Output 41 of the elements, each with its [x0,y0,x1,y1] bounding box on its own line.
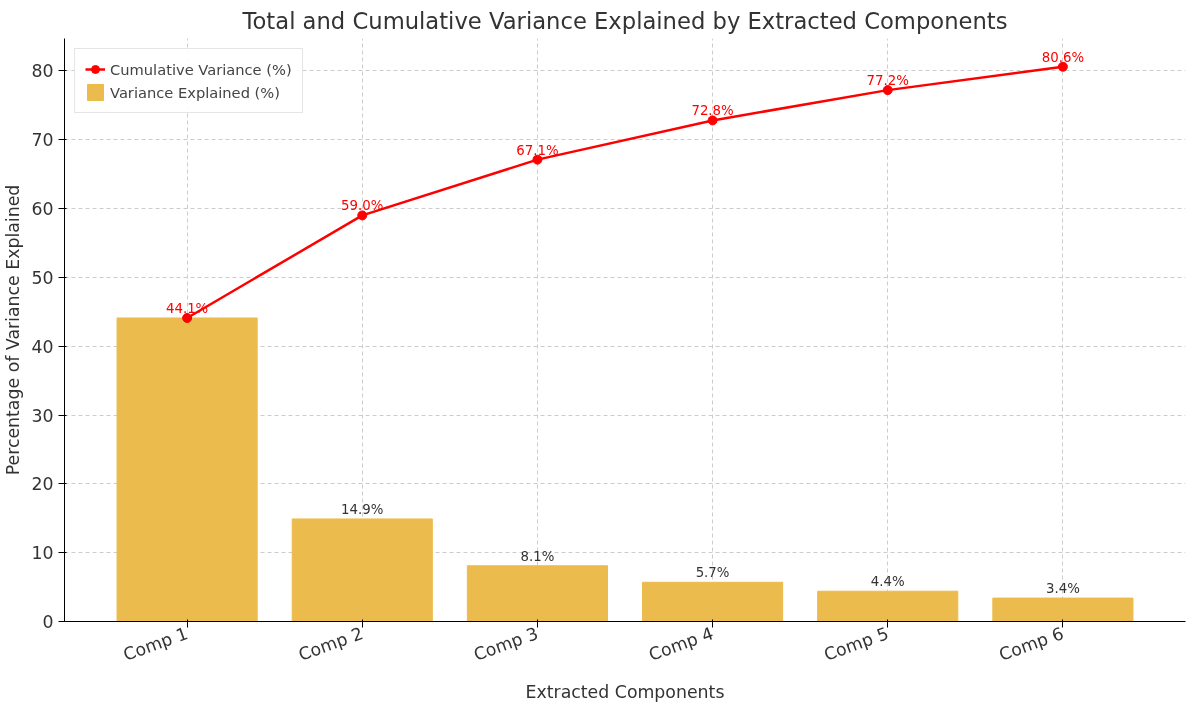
y-tick-label: 70 [31,130,54,151]
data-label: 77.2% [866,73,909,89]
x-tick-label: Comp 1 [120,623,191,665]
chart-title: Total and Cumulative Variance Explained by Extracted Components [241,7,1008,34]
data-label: 67.1% [516,142,559,158]
point [357,210,368,221]
x-tick-label: Comp 2 [295,623,366,665]
bar [992,597,1134,622]
bar [642,581,784,622]
bar [466,565,608,622]
bar [291,518,433,622]
y-tick-label: 60 [31,199,54,220]
data-label: 8.1% [520,548,555,564]
y-tick-label: 30 [31,405,54,426]
x-tick-label: Comp 5 [821,623,892,665]
data-label: 3.4% [1045,581,1080,597]
x-tick-label: Comp 3 [470,623,541,665]
y-axis-title: Percentage of Variance Explained [3,184,24,476]
data-label: 4.4% [870,574,905,590]
bar [116,317,258,622]
legend-label: Variance Explained (%) [110,83,280,101]
bar [817,590,959,622]
y-tick-label: 80 [31,61,54,82]
y-tick-label: 20 [31,474,54,495]
data-label: 72.8% [691,103,734,119]
data-label: 14.9% [341,501,384,517]
point [882,85,893,96]
legend-label: Cumulative Variance (%) [110,60,292,78]
x-tick-label: Comp 6 [996,623,1067,665]
x-tick-label: Comp 4 [646,623,717,665]
data-label: 80.6% [1041,49,1085,65]
point [1057,61,1068,72]
y-tick-label: 40 [31,336,54,357]
x-axis-title: Extracted Components [525,682,725,703]
y-tick-label: 10 [31,543,54,564]
point [707,115,718,126]
y-tick-label: 0 [42,612,54,632]
y-tick-label: 50 [31,267,54,288]
data-label: 59.0% [341,198,384,214]
point [532,154,543,165]
data-label: 5.7% [695,565,730,581]
